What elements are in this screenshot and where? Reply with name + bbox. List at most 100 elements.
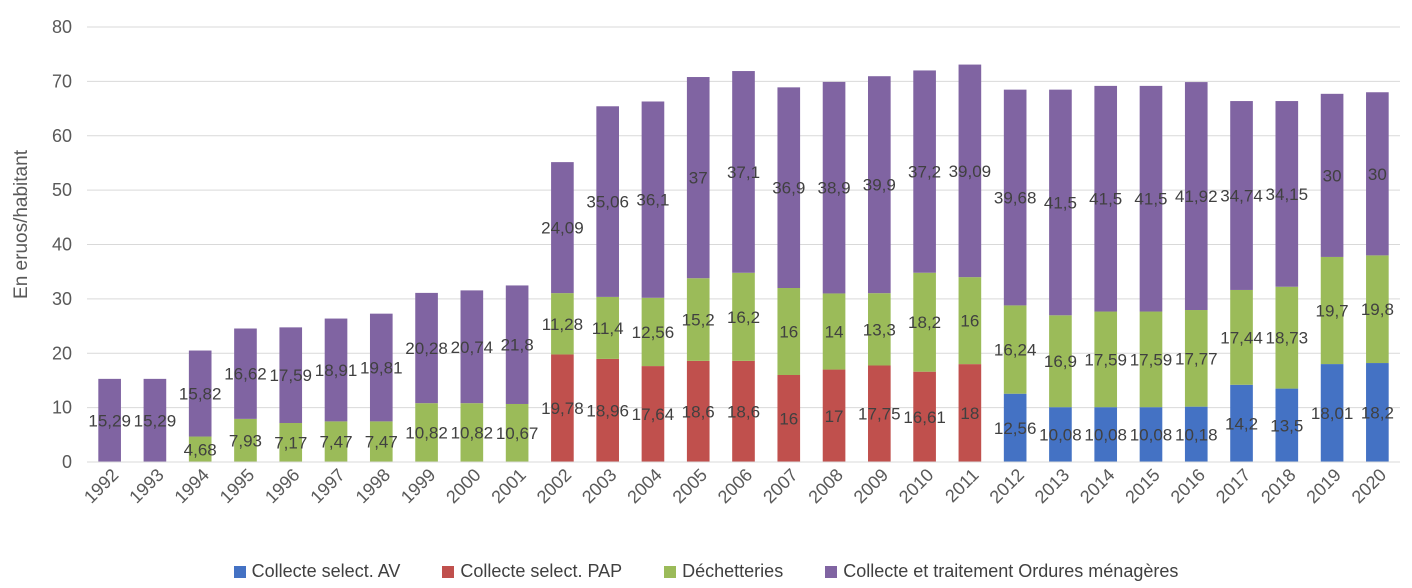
bar-segment xyxy=(460,403,484,462)
data-label: 7,93 xyxy=(229,431,262,450)
data-label: 16,61 xyxy=(903,408,946,427)
bar-segment xyxy=(1049,89,1072,316)
data-label: 18,73 xyxy=(1266,329,1309,348)
bar-segment xyxy=(1366,255,1389,364)
legend-swatch xyxy=(825,565,838,578)
data-label: 14 xyxy=(825,323,844,342)
bar-segment xyxy=(868,365,891,462)
data-label: 10,08 xyxy=(1130,426,1173,445)
x-tick-label: 1996 xyxy=(261,465,303,507)
bar-segment xyxy=(1320,93,1344,257)
bar-segment xyxy=(777,375,801,462)
legend-swatch xyxy=(442,565,455,578)
data-label: 10,82 xyxy=(405,424,448,443)
data-label: 18,01 xyxy=(1311,404,1354,423)
data-label: 41,92 xyxy=(1175,187,1218,206)
x-tick-label: 2020 xyxy=(1348,465,1390,507)
data-label: 17,59 xyxy=(1130,350,1173,369)
bar-segment xyxy=(777,288,801,375)
data-label: 41,5 xyxy=(1134,190,1167,209)
data-label: 16 xyxy=(779,323,798,342)
bar-segment xyxy=(505,285,529,404)
bar-segment xyxy=(1275,101,1299,287)
x-tick-label: 2017 xyxy=(1212,465,1254,507)
legend-item: Collecte select. PAP xyxy=(442,561,622,582)
bar-segment xyxy=(1275,388,1299,462)
bar-segment xyxy=(913,272,936,372)
data-label: 10,67 xyxy=(496,424,539,443)
data-label: 15,29 xyxy=(88,411,131,430)
legend-label: Collecte select. AV xyxy=(251,561,401,581)
data-label: 15,29 xyxy=(134,411,177,430)
data-label: 17,44 xyxy=(1220,328,1263,347)
y-tick-label: 20 xyxy=(52,343,72,363)
data-label: 17,64 xyxy=(632,405,675,424)
x-tick-label: 2002 xyxy=(533,465,575,507)
legend-swatch xyxy=(664,565,677,578)
data-label: 30 xyxy=(1368,165,1387,184)
data-label: 34,74 xyxy=(1220,187,1263,206)
legend-label: Collecte et traitement Ordures ménagères xyxy=(843,561,1179,581)
bar-segment xyxy=(551,162,574,294)
data-label: 4,68 xyxy=(184,440,217,459)
data-label: 37,1 xyxy=(727,163,760,182)
y-tick-label: 70 xyxy=(52,71,72,91)
data-label: 39,68 xyxy=(994,189,1037,208)
data-label: 38,9 xyxy=(818,179,851,198)
x-tick-label: 2005 xyxy=(669,465,711,507)
y-tick-label: 30 xyxy=(52,289,72,309)
data-label: 35,06 xyxy=(586,193,629,212)
data-label: 41,5 xyxy=(1089,190,1122,209)
chart-legend: Collecte select. AV Collecte select. PAP D… xyxy=(0,561,1412,582)
y-tick-label: 60 xyxy=(52,126,72,146)
data-label: 12,56 xyxy=(632,323,675,342)
data-label: 10,82 xyxy=(451,424,494,443)
data-label: 11,4 xyxy=(592,319,624,338)
data-label: 18,6 xyxy=(727,402,760,421)
x-tick-label: 2001 xyxy=(487,465,529,507)
x-tick-label: 1995 xyxy=(216,465,258,507)
bar-segment xyxy=(732,71,755,273)
bar-segment xyxy=(596,296,619,359)
bar-segment xyxy=(1366,92,1389,256)
bar-segment xyxy=(324,318,348,422)
bar-segment xyxy=(460,290,484,404)
bar-segment xyxy=(505,403,529,462)
data-label: 18,91 xyxy=(315,361,358,380)
data-label: 17,77 xyxy=(1175,349,1218,368)
data-label: 12,56 xyxy=(994,419,1037,438)
x-tick-label: 2004 xyxy=(623,465,665,507)
data-label: 19,8 xyxy=(1361,300,1394,319)
bar-segment xyxy=(732,360,755,462)
bar-segment xyxy=(686,77,710,279)
data-label: 41,5 xyxy=(1044,193,1077,212)
bar-segment xyxy=(1094,85,1118,312)
data-label: 16,62 xyxy=(224,365,267,384)
legend-item: Collecte et traitement Ordures ménagères xyxy=(825,561,1178,582)
data-label: 20,74 xyxy=(451,338,494,357)
x-tick-label: 2010 xyxy=(895,465,937,507)
x-tick-label: 2018 xyxy=(1257,465,1299,507)
data-label: 7,47 xyxy=(319,433,352,452)
data-label: 17,75 xyxy=(858,405,901,424)
y-tick-label: 40 xyxy=(52,235,72,255)
legend-label: Déchetteries xyxy=(682,561,784,581)
data-label: 16 xyxy=(960,312,979,331)
bar-segment xyxy=(822,369,846,462)
x-tick-label: 2013 xyxy=(1031,465,1073,507)
bar-segment xyxy=(98,378,121,462)
bar-segment xyxy=(641,297,665,367)
data-label: 34,15 xyxy=(1266,185,1309,204)
data-label: 18,2 xyxy=(908,313,941,332)
bar-segment xyxy=(686,360,710,462)
y-tick-label: 50 xyxy=(52,180,72,200)
bar-segment xyxy=(1139,407,1163,462)
bar-segment xyxy=(1184,406,1208,462)
data-label: 7,17 xyxy=(274,434,307,453)
y-axis-title: En eruos/habitant xyxy=(11,149,32,299)
data-label: 19,78 xyxy=(541,399,584,418)
data-label: 19,7 xyxy=(1316,302,1349,321)
x-tick-label: 1998 xyxy=(352,465,394,507)
